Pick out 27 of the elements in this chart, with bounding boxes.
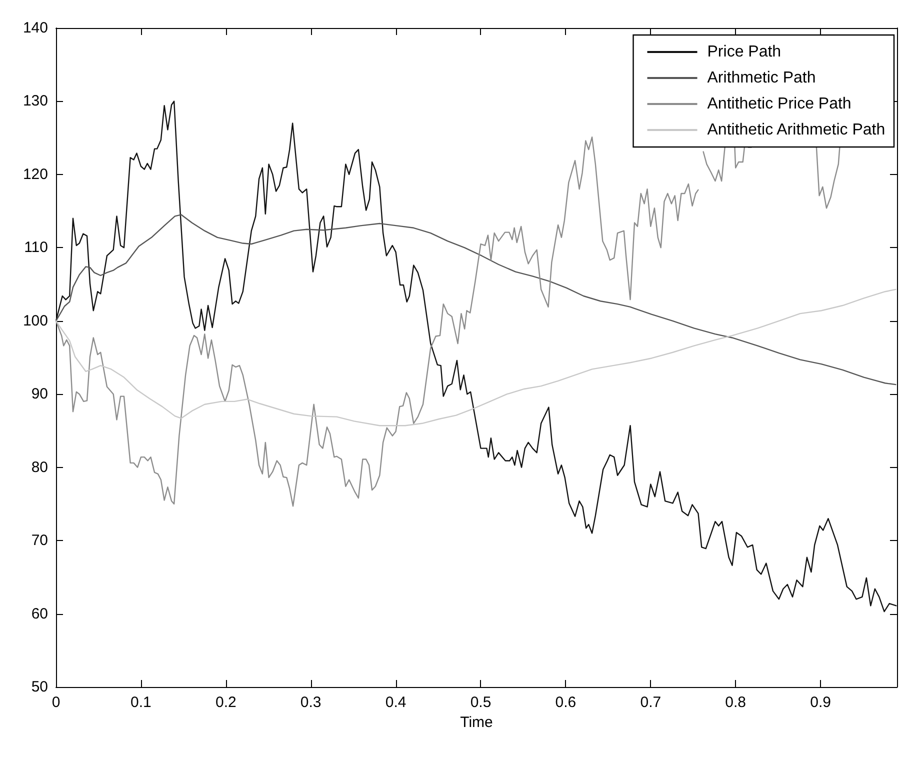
legend-label: Antithetic Arithmetic Path bbox=[707, 122, 886, 138]
legend-label: Price Path bbox=[707, 44, 782, 60]
x-tick-label: 0.7 bbox=[640, 694, 662, 711]
x-tick-label: 0.8 bbox=[725, 694, 746, 711]
y-tick-label: 60 bbox=[31, 605, 48, 622]
x-tick-label: 0.1 bbox=[130, 694, 152, 711]
legend-label: Arithmetic Path bbox=[707, 70, 816, 86]
y-tick-label: 90 bbox=[31, 386, 48, 403]
y-tick-label: 110 bbox=[24, 239, 48, 256]
line-series bbox=[55, 214, 896, 386]
x-tick-label: 0.6 bbox=[555, 694, 576, 711]
x-tick-label: 0.3 bbox=[300, 694, 322, 711]
line-series bbox=[55, 288, 896, 426]
x-tick-label: 0.9 bbox=[810, 694, 831, 711]
y-tick-label: 50 bbox=[31, 678, 48, 696]
y-tick-label: 120 bbox=[22, 166, 48, 183]
y-tick-label: 140 bbox=[22, 20, 48, 36]
y-tick-label: 70 bbox=[31, 532, 48, 550]
x-tick-label: 0.2 bbox=[215, 694, 236, 711]
x-tick-label: 0 bbox=[52, 694, 60, 711]
y-tick-label: 130 bbox=[22, 92, 48, 110]
y-tick-label: 80 bbox=[31, 458, 48, 476]
x-axis-title: Time bbox=[460, 714, 493, 731]
x-tick-label: 0.5 bbox=[470, 694, 492, 711]
x-tick-label: 0.4 bbox=[385, 694, 406, 711]
y-tick-label: 100 bbox=[22, 312, 48, 330]
legend-label: Antithetic Price Path bbox=[707, 96, 852, 112]
